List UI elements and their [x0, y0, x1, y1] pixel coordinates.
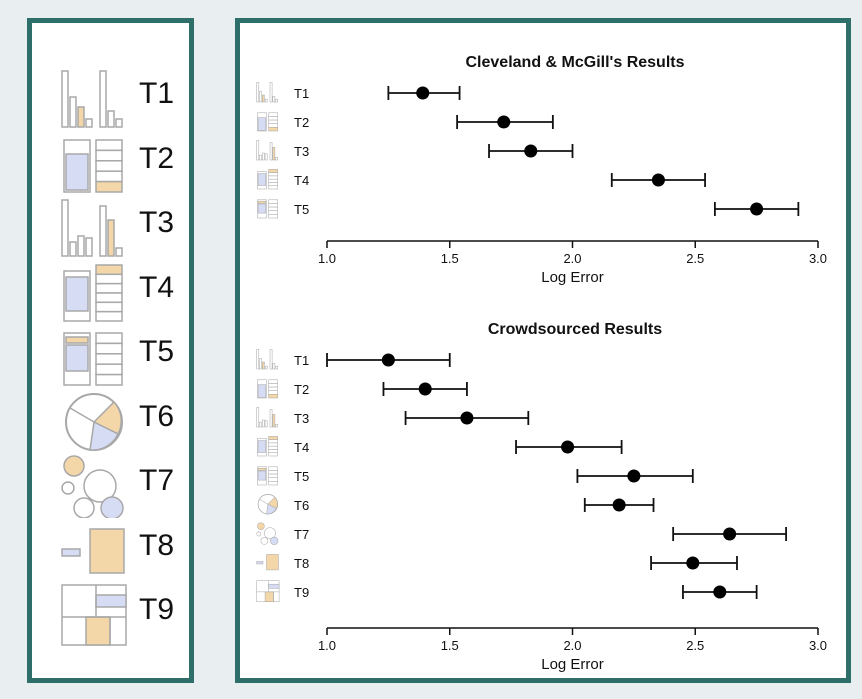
stacked-bar-icon	[63, 138, 123, 193]
x-tick-label: 2.0	[563, 638, 581, 653]
row-icon	[256, 140, 278, 161]
chart-panel: Cleveland & McGill's Results T1 T2 T3 T4 T5 1.…	[235, 18, 851, 683]
row-icon	[257, 199, 278, 219]
pie-chart-icon	[65, 392, 123, 451]
bar-chart-adjacent-icon	[61, 70, 123, 128]
legend-item-t4: T4	[32, 261, 189, 325]
x-tick-label: 3.0	[809, 638, 827, 653]
bar-chart-separated-icon	[61, 199, 123, 257]
legend-label: T3	[139, 206, 175, 239]
legend-label: T8	[139, 528, 175, 562]
data-point	[524, 144, 538, 158]
row-label: T6	[294, 498, 309, 513]
x-tick-label: 1.5	[441, 251, 459, 266]
row-label: T1	[294, 86, 309, 101]
data-point	[418, 382, 432, 396]
data-point	[651, 173, 665, 187]
row-label: T3	[294, 411, 309, 426]
row-label: T5	[294, 202, 309, 217]
chart-title: Crowdsourced Results	[488, 321, 662, 338]
chart-title: Cleveland & McGill's Results	[466, 54, 685, 71]
data-point	[750, 202, 764, 216]
data-point	[713, 585, 727, 599]
legend-label: T4	[139, 270, 175, 304]
legend-item-t8: T8	[32, 519, 189, 583]
x-tick-label: 2.5	[686, 251, 704, 266]
x-tick-label: 1.0	[318, 251, 336, 266]
row-icon	[257, 379, 278, 399]
legend-item-t3: T3	[32, 196, 189, 260]
charts-svg: Cleveland & McGill's Results T1 T2 T3 T4 T5 1.…	[256, 54, 827, 673]
row-icon	[257, 436, 278, 457]
legend-label: T2	[139, 141, 175, 175]
data-point	[612, 498, 626, 512]
row-icon	[256, 554, 279, 571]
data-point	[460, 411, 474, 425]
row-icon	[257, 466, 278, 486]
x-tick-label: 1.5	[441, 638, 459, 653]
data-point	[416, 86, 430, 100]
data-point	[627, 469, 641, 483]
legend-item-t2: T2	[32, 132, 189, 196]
row-icon	[256, 407, 278, 428]
legend-item-t1: T1	[32, 67, 189, 131]
data-point	[497, 115, 511, 129]
row-icon	[256, 580, 280, 602]
x-axis-label: Log Error	[541, 656, 604, 673]
bubble-chart-icon	[61, 455, 124, 518]
data-point	[381, 353, 395, 367]
row-label: T1	[294, 353, 309, 368]
x-tick-label: 1.0	[318, 638, 336, 653]
legend-panel: T1 T2 T3 T4 T5 T6 T7 T8 T9	[27, 18, 194, 683]
x-tick-label: 3.0	[809, 251, 827, 266]
legend-item-t5: T5	[32, 325, 189, 389]
row-icon	[257, 112, 278, 132]
row-icon	[256, 522, 279, 546]
data-point	[561, 440, 575, 454]
treemap-icon	[61, 584, 127, 646]
legend-label: T9	[139, 593, 175, 626]
legend-label: T6	[139, 399, 175, 433]
row-label: T4	[294, 173, 309, 188]
stacked-bar-aligned-icon	[63, 263, 123, 322]
row-label: T5	[294, 469, 309, 484]
row-icon	[256, 349, 278, 370]
legend-label: T1	[139, 77, 175, 110]
data-point	[723, 527, 737, 541]
row-label: T2	[294, 382, 309, 397]
x-tick-label: 2.0	[563, 251, 581, 266]
data-point	[686, 556, 700, 570]
x-axis-label: Log Error	[541, 269, 604, 286]
row-icon	[256, 82, 278, 103]
row-label: T9	[294, 585, 309, 600]
row-label: T2	[294, 115, 309, 130]
stacked-bar-unaligned-icon	[63, 332, 123, 386]
row-label: T8	[294, 556, 309, 571]
legend-item-t6: T6	[32, 390, 189, 454]
row-label: T4	[294, 440, 309, 455]
legend-label: T7	[139, 464, 175, 497]
legend-item-t7: T7	[32, 454, 189, 518]
legend-label: T5	[139, 335, 175, 368]
area-comparison-icon	[61, 527, 125, 574]
legend-item-t9: T9	[32, 583, 189, 647]
row-label: T7	[294, 527, 309, 542]
row-icon	[257, 494, 279, 515]
row-icon	[257, 169, 278, 190]
x-tick-label: 2.5	[686, 638, 704, 653]
row-label: T3	[294, 144, 309, 159]
